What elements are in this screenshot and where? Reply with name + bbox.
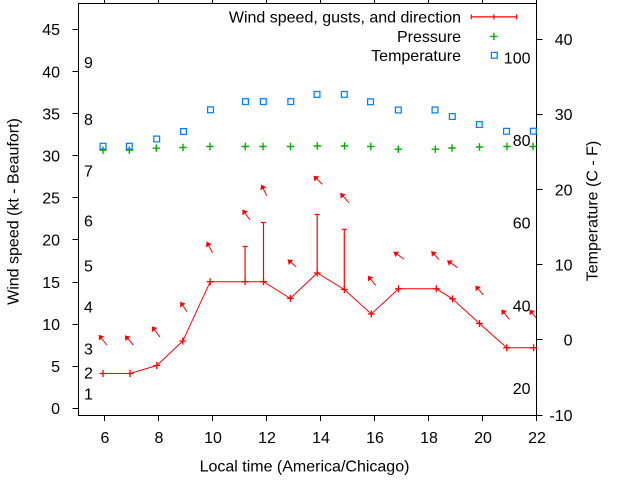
svg-text:80: 80	[513, 133, 531, 150]
svg-text:20: 20	[555, 182, 573, 199]
svg-text:Wind speed (kt - Beaufort): Wind speed (kt - Beaufort)	[6, 118, 23, 305]
svg-text:4: 4	[84, 300, 93, 317]
svg-text:40: 40	[513, 298, 531, 315]
svg-text:3: 3	[84, 342, 93, 359]
svg-text:40: 40	[42, 64, 60, 81]
svg-text:15: 15	[42, 275, 60, 292]
svg-text:30: 30	[555, 107, 573, 124]
svg-text:2: 2	[84, 365, 93, 382]
svg-text:5: 5	[51, 359, 60, 376]
svg-text:6: 6	[101, 430, 110, 447]
svg-text:20: 20	[513, 381, 531, 398]
svg-text:12: 12	[258, 430, 276, 447]
svg-text:10: 10	[555, 258, 573, 275]
svg-text:35: 35	[42, 106, 60, 123]
svg-text:14: 14	[312, 430, 330, 447]
svg-text:45: 45	[42, 22, 60, 39]
svg-text:Temperature (C - F): Temperature (C - F)	[585, 141, 602, 281]
svg-text:0: 0	[564, 333, 573, 350]
svg-text:25: 25	[42, 191, 60, 208]
svg-text:-10: -10	[549, 408, 572, 425]
svg-text:22: 22	[528, 430, 546, 447]
svg-text:1: 1	[84, 387, 93, 404]
svg-text:16: 16	[366, 430, 384, 447]
svg-text:18: 18	[420, 430, 438, 447]
svg-text:100: 100	[504, 50, 531, 67]
svg-text:20: 20	[42, 233, 60, 250]
svg-text:40: 40	[555, 32, 573, 49]
svg-text:5: 5	[84, 258, 93, 275]
svg-text:7: 7	[84, 163, 93, 180]
svg-text:Local time (America/Chicago): Local time (America/Chicago)	[200, 459, 410, 476]
svg-text:6: 6	[84, 213, 93, 230]
svg-text:Pressure: Pressure	[397, 29, 461, 46]
svg-text:9: 9	[84, 55, 93, 72]
svg-text:8: 8	[84, 112, 93, 129]
svg-text:Temperature: Temperature	[371, 48, 461, 65]
svg-text:20: 20	[474, 430, 492, 447]
svg-text:10: 10	[42, 317, 60, 334]
svg-text:60: 60	[513, 216, 531, 233]
svg-text:10: 10	[204, 430, 222, 447]
svg-text:Wind speed, gusts, and directi: Wind speed, gusts, and direction	[229, 10, 461, 27]
svg-text:8: 8	[155, 430, 164, 447]
svg-text:30: 30	[42, 149, 60, 166]
svg-text:0: 0	[51, 401, 60, 418]
